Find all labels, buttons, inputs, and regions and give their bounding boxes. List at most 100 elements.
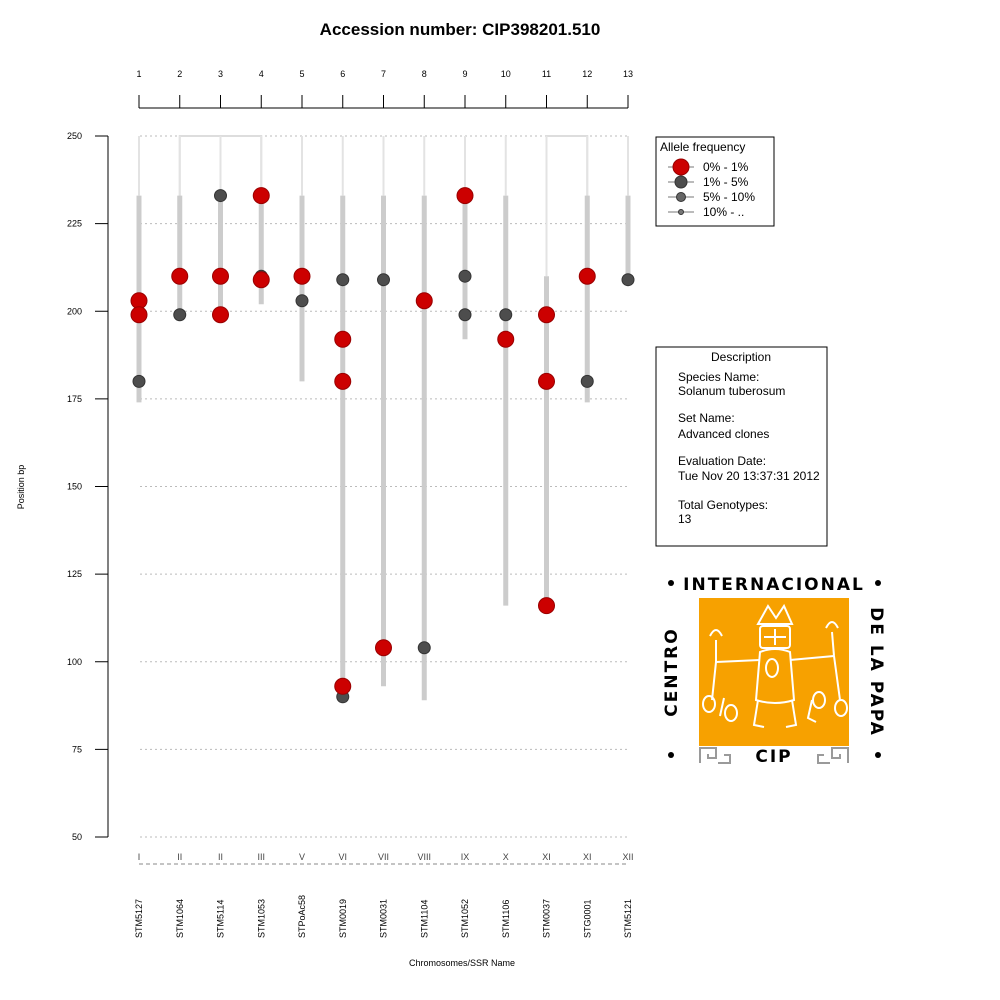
logo-top-text: INTERNACIONAL (683, 575, 865, 595)
allele-point (173, 308, 187, 322)
allele-point (252, 187, 270, 205)
top-tick-label: 1 (136, 69, 141, 79)
y-axis: 50 75 100 125 150 175 200 225 250 (67, 131, 109, 842)
legend-label: 1% - 5% (703, 175, 749, 189)
description-box: Description Species Name: Solanum tubero… (655, 346, 828, 547)
allele-point (458, 269, 472, 283)
bottom-chromosome-axis: I STM5127 II STM1064 II STM5114 III STM1053 V STP… (134, 852, 634, 938)
range-bars (136, 136, 631, 701)
allele-point (621, 273, 635, 287)
description-frame (655, 346, 828, 547)
chromosome-label: XI (583, 852, 592, 862)
top-tick-label: 13 (623, 69, 633, 79)
legend-marker (676, 192, 686, 202)
y-tick-label: 125 (67, 569, 82, 579)
legend-entries: 0% - 1%1% - 5%5% - 10%10% - .. (668, 158, 755, 219)
chromosome-label: VI (338, 852, 347, 862)
allele-point (212, 306, 229, 324)
allele-points (130, 187, 635, 704)
chromosome-label: III (257, 852, 265, 862)
y-tick-label: 150 (67, 482, 82, 492)
allele-point (377, 273, 390, 287)
allele-point (214, 189, 227, 203)
logo-dot-tr (875, 580, 881, 586)
allele-point (415, 292, 433, 310)
allele-point (456, 187, 474, 205)
ssr-label: STM1064 (175, 899, 185, 938)
set-value: Advanced clones (678, 427, 769, 441)
allele-point (499, 308, 513, 322)
x-axis-label: Chromosomes/SSR Name (409, 958, 515, 968)
allele-point (252, 271, 270, 289)
cip-logo: INTERNACIONAL CIP CENTRO DE LA PAPA (662, 575, 886, 767)
top-tick-label: 2 (177, 69, 182, 79)
chromosome-label: V (299, 852, 305, 862)
description-heading: Description (711, 350, 771, 364)
legend: Allele frequency 0% - 1%1% - 5%5% - 10%1… (655, 136, 775, 227)
y-tick-label: 50 (72, 832, 82, 842)
legend-title: Allele frequency (660, 140, 745, 154)
legend-marker (674, 175, 688, 189)
top-tick-label: 5 (299, 69, 304, 79)
ssr-label: STM0019 (338, 899, 348, 938)
allele-point (580, 374, 594, 388)
legend-label: 5% - 10% (703, 190, 755, 204)
ssr-label: STM1104 (419, 900, 429, 938)
allele-point (578, 267, 596, 285)
allele-point (336, 273, 350, 287)
chromosome-label: XI (542, 852, 551, 862)
top-tick-label: 6 (340, 69, 345, 79)
allele-point (538, 597, 555, 615)
top-tick-label: 8 (422, 69, 427, 79)
chromosome-label: I (138, 852, 141, 862)
ssr-label: STM1053 (256, 899, 266, 938)
logo-left-text: CENTRO (662, 627, 682, 716)
y-tick-label: 200 (67, 306, 82, 316)
allele-point (538, 306, 555, 324)
ssr-label: STM5121 (623, 899, 633, 938)
ssr-label: STM1052 (460, 899, 470, 938)
top-tick-label: 10 (501, 69, 511, 79)
logo-right-text: DE LA PAPA (866, 607, 886, 737)
chromosome-label: II (177, 852, 182, 862)
top-index-axis: 1 2 3 4 5 6 7 8 9 10 11 12 13 (136, 69, 633, 109)
logo-right-fret-icon (817, 747, 849, 764)
logo-bottom-text: CIP (755, 747, 792, 767)
top-tick-label: 4 (259, 69, 264, 79)
chromosome-label: XII (622, 852, 633, 862)
allele-point (417, 641, 431, 655)
allele-point (375, 639, 392, 657)
top-tick-label: 7 (381, 69, 386, 79)
y-axis-label: Position bp (16, 465, 26, 510)
y-tick-label: 225 (67, 219, 82, 229)
allele-point (130, 306, 148, 324)
chromosome-label: II (218, 852, 223, 862)
ssr-label: STG0001 (582, 899, 592, 938)
date-value: Tue Nov 20 13:37:31 2012 (678, 469, 820, 483)
ssr-label: STM0031 (379, 899, 389, 938)
logo-dot-br (875, 752, 881, 758)
species-value: Solanum tuberosum (678, 384, 785, 398)
top-tick-label: 11 (542, 69, 551, 79)
top-tick-label: 12 (582, 69, 592, 79)
legend-marker (678, 209, 684, 215)
total-value: 13 (678, 512, 692, 526)
allele-point (334, 372, 352, 390)
y-tick-label: 75 (72, 744, 82, 754)
top-tick-label: 3 (218, 69, 223, 79)
total-label: Total Genotypes: (678, 498, 768, 512)
potato-figure-icon (702, 603, 848, 728)
top-tick-label: 9 (462, 69, 467, 79)
chromosome-label: VIII (417, 852, 431, 862)
allele-point (458, 308, 472, 322)
chromosome-label: VII (378, 852, 389, 862)
date-label: Evaluation Date: (678, 454, 766, 468)
allele-point (538, 372, 555, 390)
allele-point (171, 267, 189, 285)
y-tick-label: 175 (67, 394, 82, 404)
logo-dot-tl (668, 580, 674, 586)
chromosome-bracket (545, 135, 589, 196)
legend-box (655, 136, 775, 227)
ssr-label: STM1106 (501, 900, 511, 938)
y-tick-label: 100 (67, 657, 82, 667)
